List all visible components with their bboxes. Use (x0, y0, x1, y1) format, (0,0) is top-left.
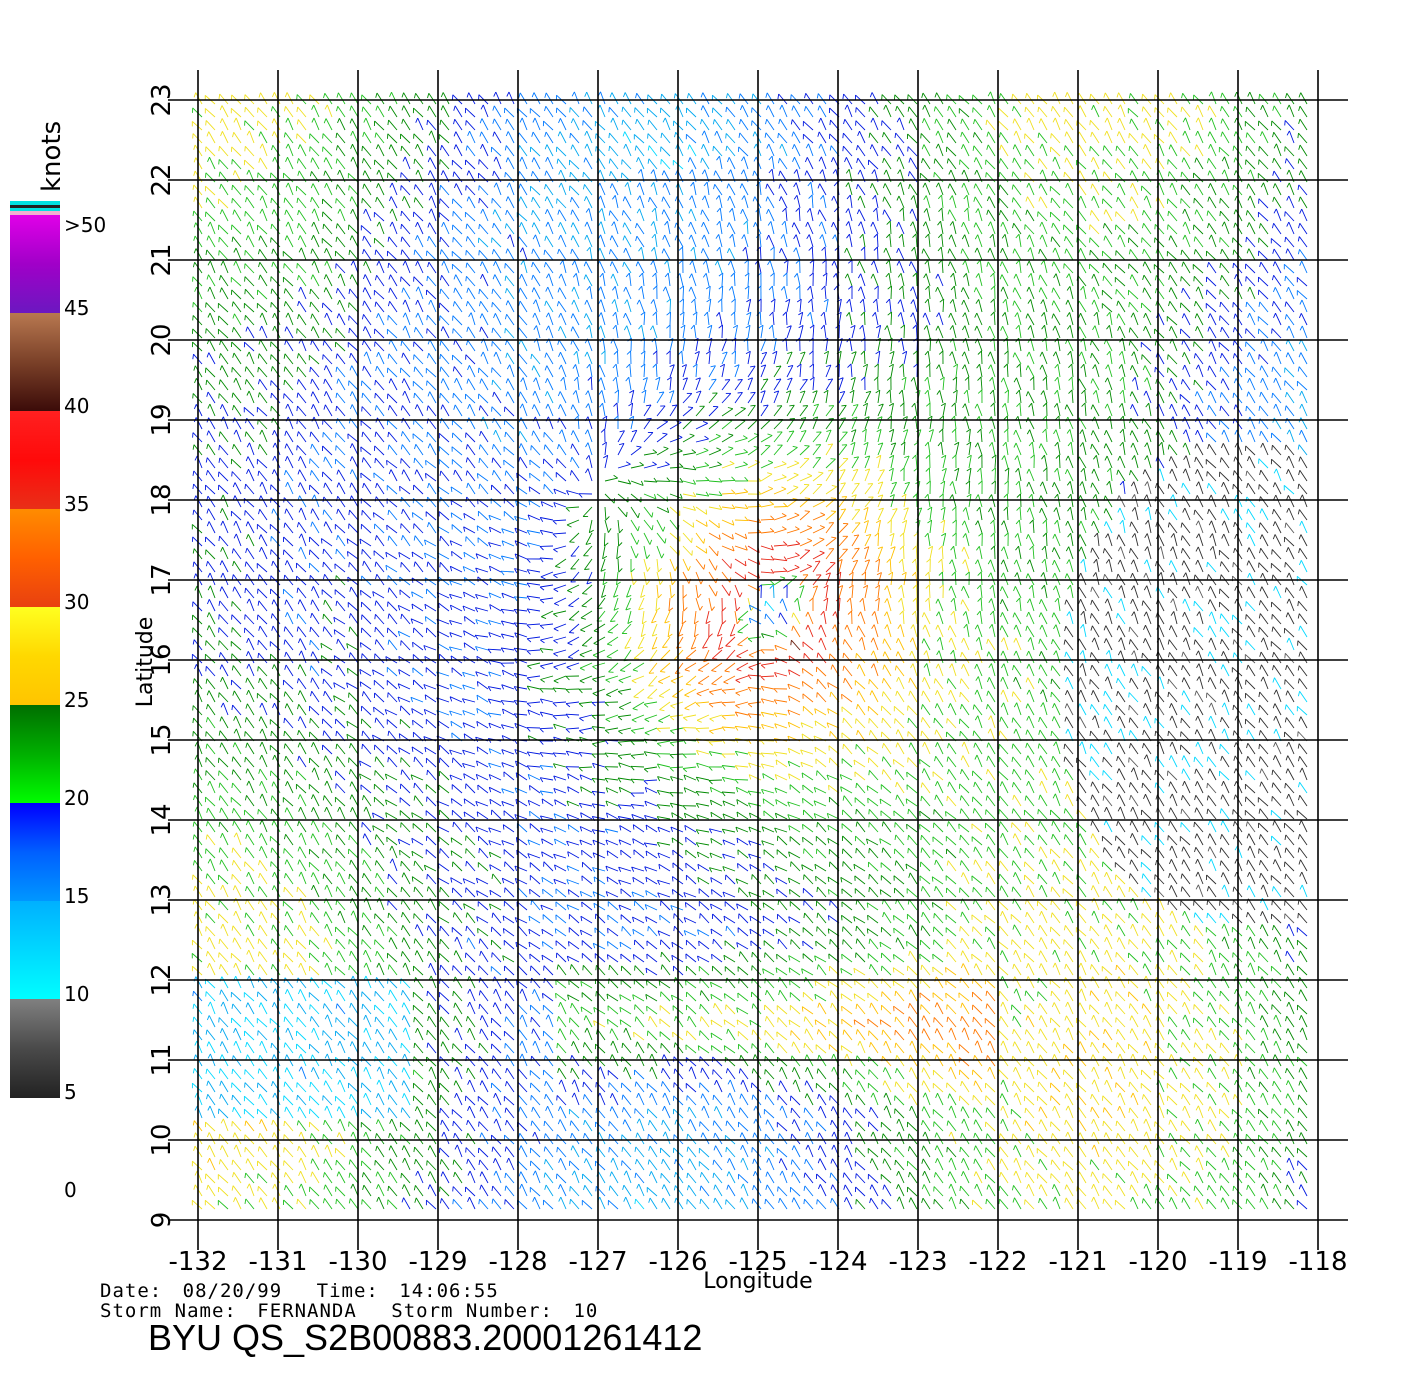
longitude-tick-label: -120 (1128, 1247, 1187, 1277)
longitude-tick-label: -118 (1288, 1247, 1347, 1277)
longitude-tick-label: -119 (1208, 1247, 1267, 1277)
latitude-tick-label: 19 (147, 403, 177, 436)
colorbar-units-label: knots (37, 121, 67, 192)
colorbar-label: 10 (64, 982, 89, 1006)
colorbar-band (10, 509, 60, 608)
latitude-tick-label: 22 (147, 163, 177, 196)
latitude-tick-label: 18 (147, 483, 177, 516)
colorbar-label: 15 (64, 884, 89, 908)
storm-number-label: Storm Number: (391, 1300, 553, 1322)
colorbar-band (10, 607, 60, 706)
latitude-tick-labels: 9 10 11 12 13 14 15 16 17 18 19 20 21 22 23 (147, 83, 177, 1228)
date-line: Date: 08/20/99 Time: 14:06:55 (100, 1280, 499, 1302)
longitude-tick-label: -130 (328, 1247, 387, 1277)
longitude-tick-label: -131 (248, 1247, 307, 1277)
longitude-tick-label: -124 (808, 1247, 867, 1277)
storm-line: Storm Name: FERNANDA Storm Number: 10 (100, 1300, 598, 1322)
latitude-tick-label: 16 (147, 643, 177, 676)
colorbar-stripe (10, 201, 60, 205)
colorbar-top-stripes (10, 201, 60, 215)
latitude-tick-label: 10 (147, 1123, 177, 1156)
latitude-tick-label: 11 (147, 1043, 177, 1076)
latitude-tick-label: 13 (147, 883, 177, 916)
latitude-tick-label: 14 (147, 803, 177, 836)
colorbar-label: 5 (64, 1080, 77, 1104)
latitude-tick-label: 20 (147, 323, 177, 356)
colorbar-label: 35 (64, 492, 89, 516)
latitude-tick-label: 21 (147, 243, 177, 276)
storm-name-label: Storm Name: (100, 1300, 237, 1322)
colorbar-bands (10, 215, 60, 1098)
colorbar-label: >50 (64, 213, 106, 237)
x-axis-title: Longitude (703, 1269, 812, 1294)
storm-number-value: 10 (573, 1300, 598, 1322)
longitude-tick-label: -121 (1048, 1247, 1107, 1277)
colorbar-labels: >50 45 40 35 30 25 20 15 10 5 0 (64, 213, 106, 1202)
longitude-tick-label: -132 (168, 1247, 227, 1277)
latitude-tick-label: 15 (147, 723, 177, 756)
latitude-tick-label: 12 (147, 963, 177, 996)
longitude-tick-label: -128 (488, 1247, 547, 1277)
wind-vectors (191, 91, 1308, 1210)
colorbar-label: 25 (64, 688, 89, 712)
longitude-tick-label: -122 (968, 1247, 1027, 1277)
colorbar-label: 0 (64, 1178, 77, 1202)
colorbar-band (10, 901, 60, 1000)
colorbar-band (10, 999, 60, 1098)
longitude-tick-label: -125 (728, 1247, 787, 1277)
colorbar-label: 45 (64, 296, 89, 320)
colorbar: knots >50 45 40 35 30 25 20 15 10 5 0 (10, 121, 106, 1202)
longitude-tick-label: -129 (408, 1247, 467, 1277)
date-value: 08/20/99 (183, 1280, 283, 1302)
longitude-tick-label: -127 (568, 1247, 627, 1277)
colorbar-band (10, 215, 60, 314)
date-label: Date: (100, 1280, 162, 1302)
colorbar-label: 40 (64, 394, 89, 418)
colorbar-band (10, 313, 60, 412)
colorbar-stripe (10, 208, 60, 211)
time-label: Time: (317, 1280, 379, 1302)
colorbar-band (10, 803, 60, 902)
colorbar-stripe (10, 205, 60, 208)
wind-vector-plot: -132 -131 -130 -129 -128 -127 -126 -125 -124 -123… (133, 70, 1348, 1294)
longitude-tick-label: -126 (648, 1247, 707, 1277)
longitude-tick-labels: -132 -131 -130 -129 -128 -127 -126 -125 -124 -123… (168, 1247, 1347, 1277)
longitude-tick-label: -123 (888, 1247, 947, 1277)
latitude-tick-label: 23 (147, 83, 177, 116)
latitude-tick-label: 9 (147, 1212, 177, 1229)
lat-lon-grid (168, 70, 1348, 1250)
time-value: 14:06:55 (399, 1280, 499, 1302)
colorbar-label: 30 (64, 590, 89, 614)
storm-name-value: FERNANDA (257, 1300, 357, 1322)
y-axis-title: Latitude (133, 617, 158, 708)
file-identifier: BYU QS_S2B00883.20001261412 (148, 1317, 702, 1358)
latitude-tick-label: 17 (147, 563, 177, 596)
colorbar-stripe (10, 211, 60, 215)
colorbar-band (10, 705, 60, 804)
colorbar-band (10, 411, 60, 510)
colorbar-label: 20 (64, 786, 89, 810)
metadata-block: Date: 08/20/99 Time: 14:06:55 Storm Name… (100, 1280, 702, 1358)
